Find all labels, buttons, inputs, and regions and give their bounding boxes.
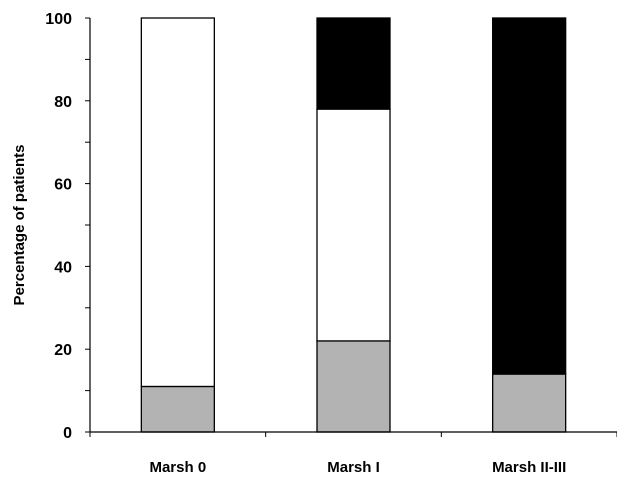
- bar-segment-2-1: [316, 340, 391, 433]
- bar-segment-3-3: [492, 17, 567, 375]
- x-tick-label: Marsh 0: [149, 459, 206, 476]
- x-tick-label: Marsh II-III: [492, 459, 566, 476]
- x-tick-label: Marsh I: [327, 459, 380, 476]
- bar-segment-2-3: [316, 17, 391, 110]
- y-tick-label: 80: [54, 94, 72, 111]
- labels-group: Marsh 0 Marsh I Marsh II-III 0 20 40 60 80 100: [45, 11, 566, 476]
- y-tick-label: 40: [54, 259, 72, 276]
- bar-segment-1-1: [140, 385, 215, 433]
- axes-group: [85, 17, 617, 437]
- y-tick-label: 20: [54, 342, 72, 359]
- y-tick-label: 100: [45, 11, 72, 28]
- y-tick-label: 0: [63, 425, 72, 442]
- y-axis-title: Percentage of patients: [11, 145, 28, 306]
- bars-group: [140, 17, 567, 433]
- y-tick-label: 60: [54, 177, 72, 194]
- bar-segment-3-1: [492, 373, 567, 433]
- bar-segment-1-2: [140, 17, 215, 388]
- bar-segment-2-2: [316, 108, 391, 342]
